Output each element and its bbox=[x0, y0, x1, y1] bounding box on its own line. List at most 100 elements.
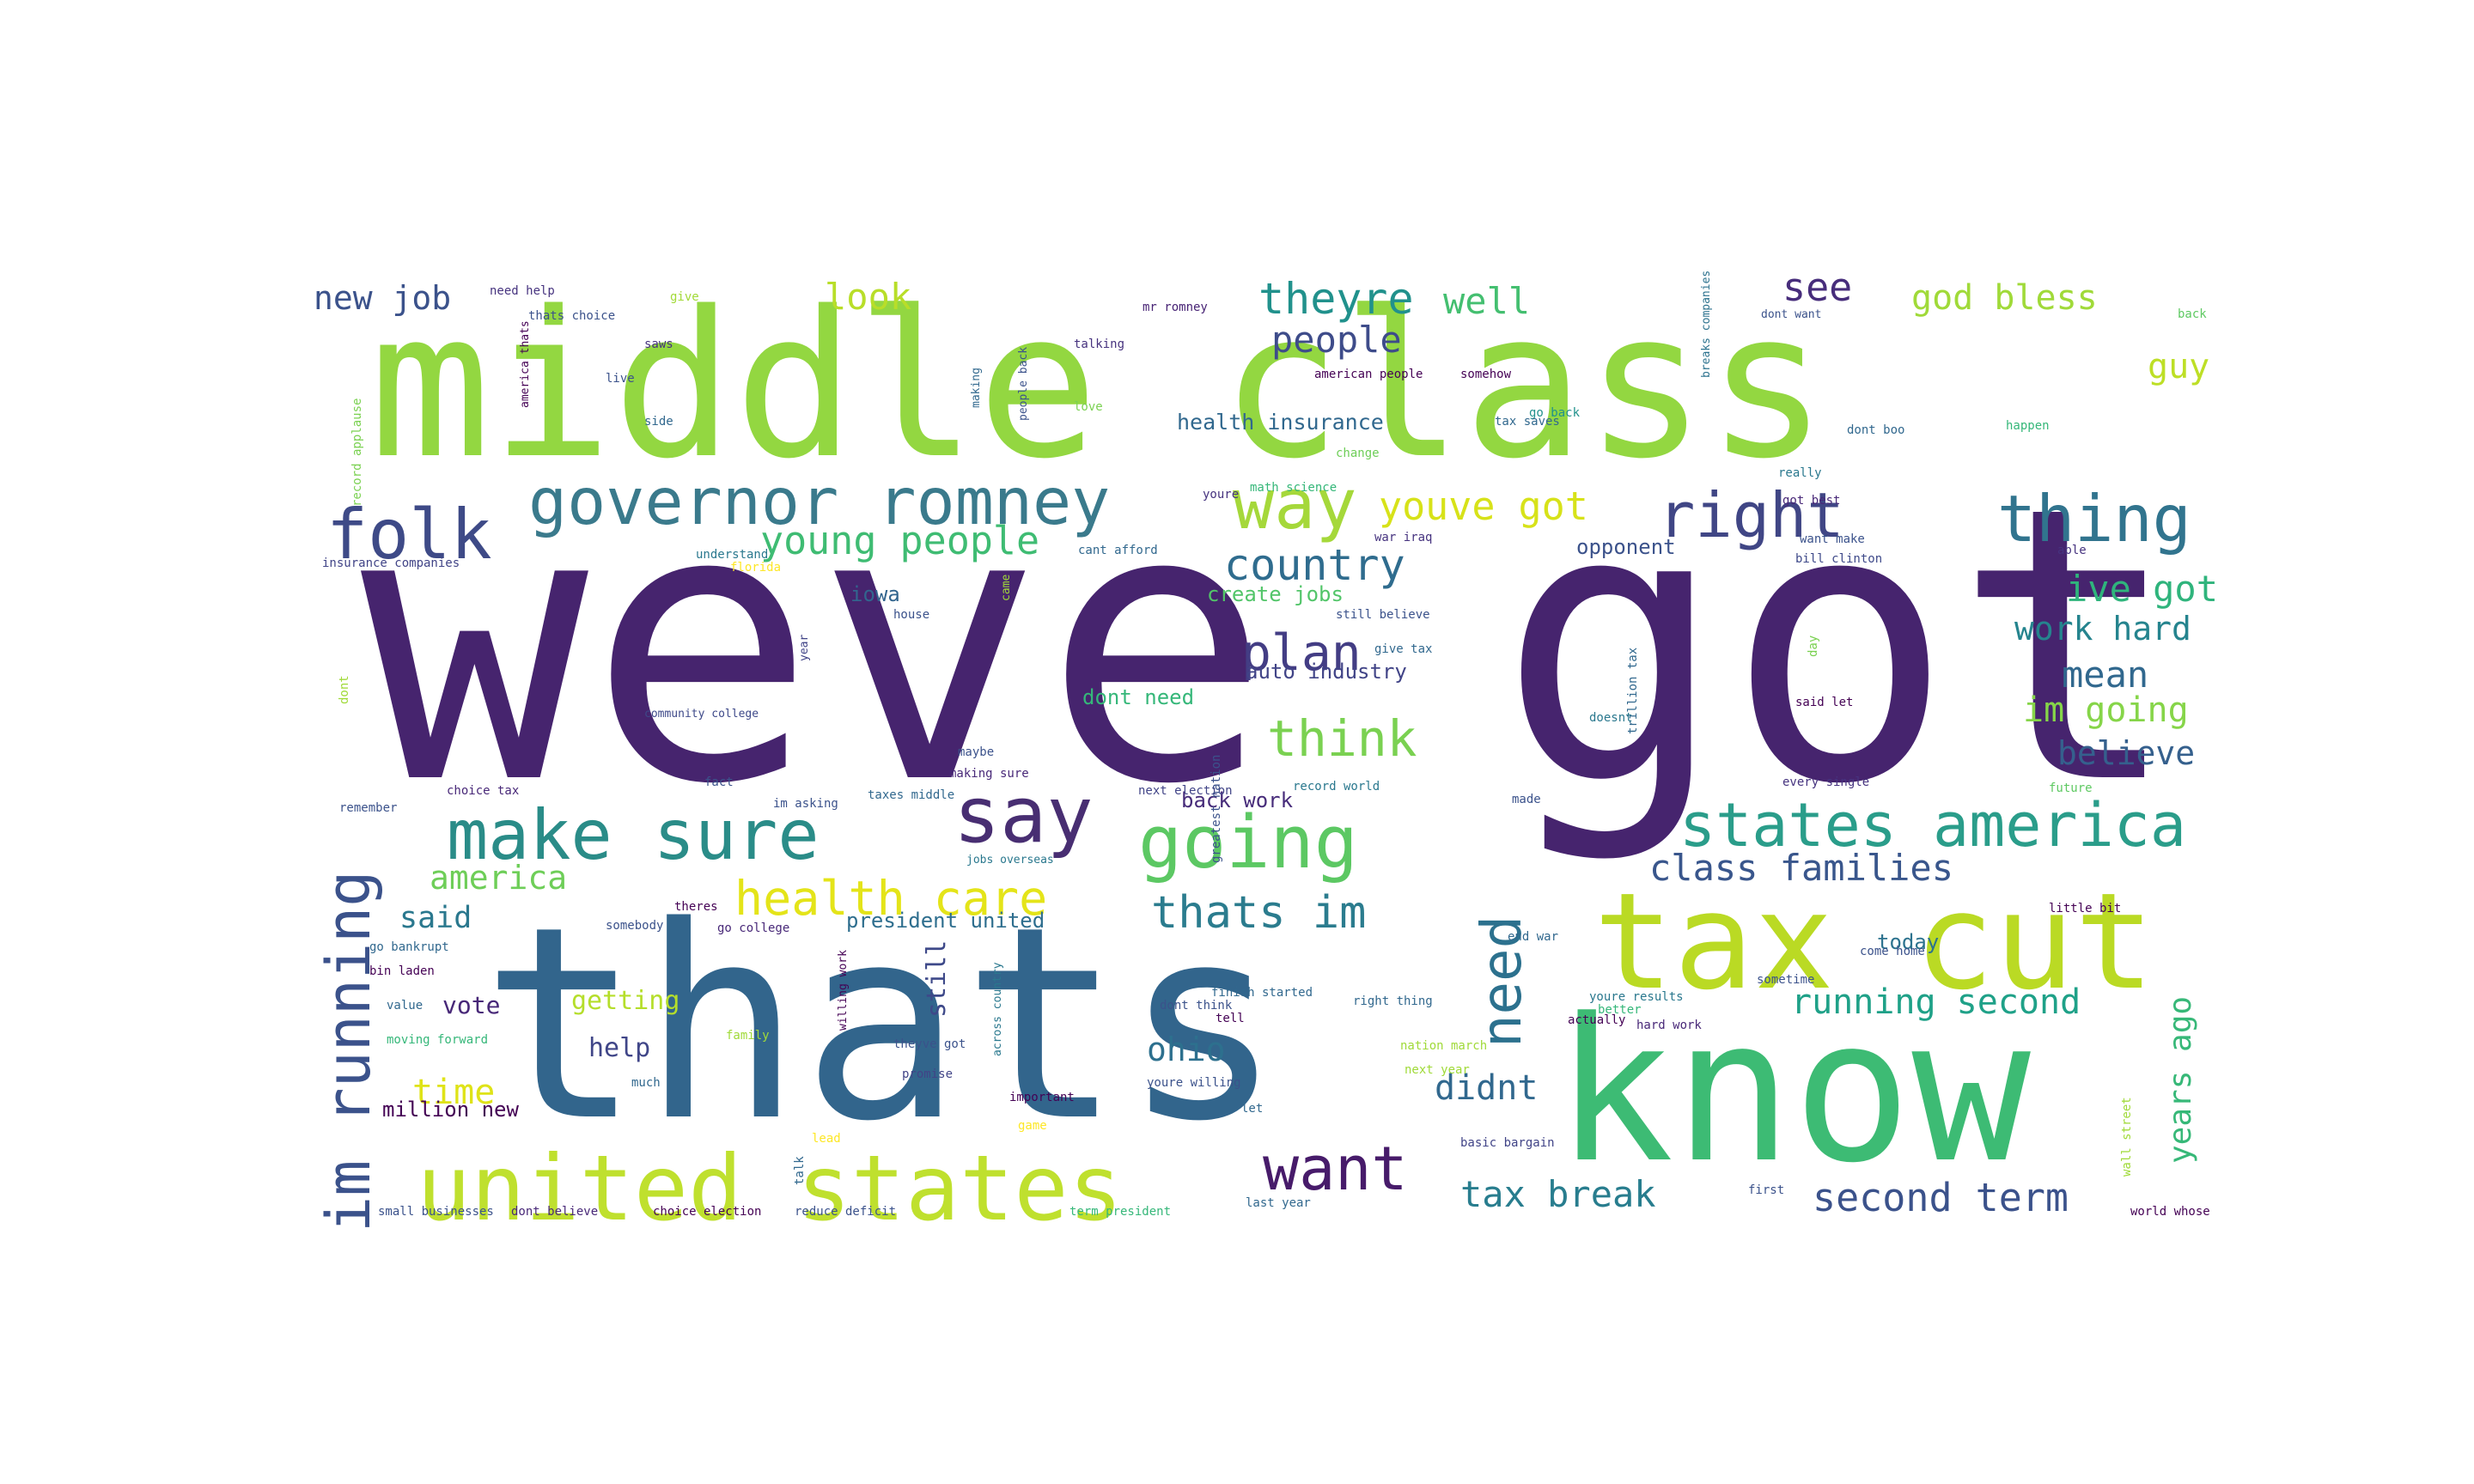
word-let: let bbox=[1241, 1102, 1263, 1116]
word-im-going: im going bbox=[2023, 690, 2189, 730]
word-iowa: iowa bbox=[850, 582, 900, 606]
word-saws: saws bbox=[644, 338, 673, 351]
word-term-president: term president bbox=[1069, 1205, 1171, 1219]
word-running-second: running second bbox=[1791, 982, 2081, 1022]
word-people: people bbox=[1271, 319, 1402, 361]
word-somehow: somehow bbox=[1460, 368, 1512, 381]
word-understand: understand bbox=[696, 548, 768, 562]
word-go-bankrupt: go bankrupt bbox=[369, 940, 449, 954]
word-tax-break: tax break bbox=[1460, 1173, 1656, 1215]
word-new-job: new job bbox=[314, 279, 451, 317]
word-give: give bbox=[670, 290, 699, 304]
word-years-ago: years ago bbox=[2163, 996, 2198, 1164]
word-still-believe: still believe bbox=[1336, 608, 1430, 622]
word-basic-bargain: basic bargain bbox=[1460, 1136, 1555, 1150]
word-fact: fact bbox=[704, 775, 734, 789]
word-america-thats: america thats bbox=[519, 320, 532, 408]
word-doesnt: doesnt bbox=[1589, 711, 1633, 725]
word-thats: thats bbox=[481, 870, 1283, 1180]
word-need: need bbox=[1471, 915, 1534, 1048]
word-weve-got: weve got bbox=[361, 427, 2181, 867]
word-tell: tell bbox=[1216, 1012, 1245, 1025]
word-president-united: president united bbox=[846, 909, 1045, 933]
word-way: way bbox=[1233, 465, 1357, 544]
word-small-businesses: small businesses bbox=[378, 1205, 494, 1219]
word-future: future bbox=[2049, 782, 2093, 795]
word-cant-afford: cant afford bbox=[1078, 544, 1158, 557]
word-bin-laden: bin laden bbox=[369, 964, 435, 978]
word-year: year bbox=[798, 635, 811, 661]
word-math-science: math science bbox=[1250, 481, 1337, 495]
word-god-bless: god bless bbox=[1911, 278, 2098, 318]
word-nation-march: nation march bbox=[1400, 1039, 1487, 1053]
word-today: today bbox=[1877, 930, 1939, 954]
word-right-thing: right thing bbox=[1353, 994, 1433, 1008]
word-maybe: maybe bbox=[958, 745, 994, 759]
word-theyre: theyre bbox=[1258, 274, 1414, 324]
word-family: family bbox=[726, 1029, 770, 1043]
word-important: important bbox=[1009, 1091, 1075, 1104]
word-didnt: didnt bbox=[1435, 1068, 1538, 1108]
word-youve-got: youve got bbox=[1379, 484, 1588, 529]
word-dont-want: dont want bbox=[1761, 308, 1821, 321]
word-governor-romney: governor romney bbox=[528, 464, 1110, 539]
word-give-tax: give tax bbox=[1374, 642, 1432, 656]
word-well: well bbox=[1443, 280, 1530, 322]
word-united-states: united states bbox=[417, 1136, 1123, 1241]
word-actually: actually bbox=[1568, 1013, 1625, 1027]
word-know: know bbox=[1555, 977, 2031, 1207]
word-say: say bbox=[954, 770, 1094, 861]
word-class-families: class families bbox=[1649, 847, 1953, 889]
word-breaks-companies: breaks companies bbox=[1700, 271, 1713, 378]
word-mean: mean bbox=[2062, 654, 2148, 696]
word-said-let: said let bbox=[1795, 696, 1853, 709]
word-making-sure: making sure bbox=[949, 767, 1029, 781]
word-people-back: people back bbox=[1017, 347, 1030, 421]
word-world-whose: world whose bbox=[2130, 1205, 2210, 1219]
word-youre: youre bbox=[1203, 488, 1239, 502]
word-time: time bbox=[412, 1073, 495, 1112]
word-auto-industry: auto industry bbox=[1246, 660, 1407, 684]
word-choice-tax: choice tax bbox=[447, 784, 519, 798]
word-dont-think: dont think bbox=[1160, 999, 1233, 1013]
word-make-sure: make sure bbox=[447, 795, 819, 875]
word-right: right bbox=[1658, 479, 1844, 551]
word-dont-believe: dont believe bbox=[511, 1205, 598, 1219]
word-record-applause: record applause bbox=[350, 398, 364, 507]
word-bill-clinton: bill clinton bbox=[1795, 552, 1882, 566]
word-plan: plan bbox=[1241, 623, 1362, 682]
word-came: came bbox=[1000, 575, 1013, 601]
word-work-hard: work hard bbox=[2014, 610, 2191, 648]
word-come-home: come home bbox=[1860, 945, 1925, 958]
word-tax-saves: tax saves bbox=[1495, 415, 1560, 429]
word-im-asking: im asking bbox=[773, 797, 838, 811]
word-remember: remember bbox=[339, 801, 397, 815]
word-live: live bbox=[606, 372, 635, 386]
word-community-college: community college bbox=[644, 708, 759, 721]
word-want-make: want make bbox=[1800, 532, 1865, 546]
word-back: back bbox=[2178, 307, 2207, 321]
word-guy: guy bbox=[2148, 347, 2209, 386]
word-talking: talking bbox=[1074, 338, 1124, 351]
word-see: see bbox=[1782, 265, 1852, 310]
word-im-running: im running bbox=[314, 871, 384, 1232]
word-wall-street: wall street bbox=[2120, 1097, 2134, 1177]
word-somebody: somebody bbox=[606, 919, 663, 933]
word-value: value bbox=[387, 999, 423, 1013]
word-little-bit: little bit bbox=[2049, 902, 2121, 915]
word-help: help bbox=[588, 1033, 650, 1063]
word-million-new: million new bbox=[382, 1098, 519, 1122]
word-ive-got: ive got bbox=[2066, 568, 2218, 610]
word-love: love bbox=[1074, 400, 1103, 414]
word-jobs-overseas: jobs overseas bbox=[966, 854, 1054, 867]
word-much: much bbox=[631, 1076, 661, 1090]
word-reduce-deficit: reduce deficit bbox=[795, 1205, 896, 1219]
word-going: going bbox=[1138, 800, 1358, 885]
word-country: country bbox=[1224, 540, 1405, 590]
word-vote: vote bbox=[442, 991, 500, 1019]
word-house: house bbox=[893, 608, 929, 622]
word-folk: folk bbox=[326, 495, 492, 575]
word-health-care: health care bbox=[734, 871, 1047, 926]
